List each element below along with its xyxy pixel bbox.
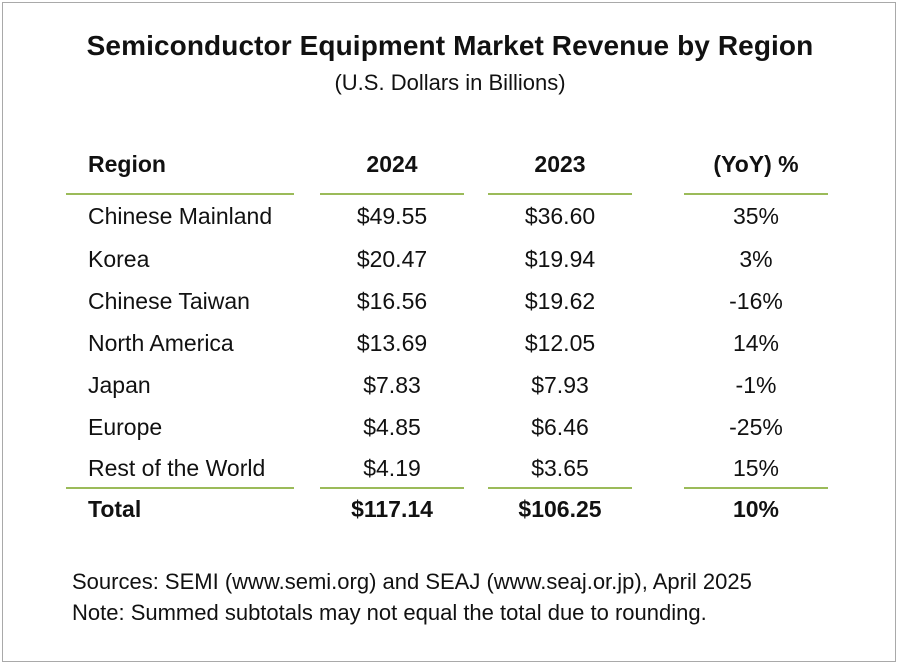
total-rule-region — [66, 487, 294, 489]
row-value-yoy: 15% — [732, 455, 780, 481]
row-value-yoy: -25% — [729, 414, 783, 440]
header-rule-2024 — [320, 193, 464, 195]
rounding-note: Note: Summed subtotals may not equal the… — [72, 600, 707, 625]
row-value-2023: $19.94 — [524, 246, 596, 272]
row-value-2024: $16.56 — [356, 288, 428, 314]
row-region: Rest of the World — [88, 455, 266, 481]
row-value-2024: $13.69 — [356, 330, 428, 356]
page-title: Semiconductor Equipment Market Revenue b… — [86, 30, 814, 61]
row-value-2024: $20.47 — [356, 246, 428, 272]
row-value-2023: $3.65 — [531, 455, 589, 481]
total-rule-yoy — [684, 487, 828, 489]
row-value-2023: $7.93 — [531, 372, 589, 398]
row-value-2024: $4.85 — [363, 414, 421, 440]
total-label: Total — [88, 496, 142, 522]
sources-note: Sources: SEMI (www.semi.org) and SEAJ (w… — [72, 569, 752, 594]
row-region: Europe — [88, 414, 163, 440]
row-value-2023: $12.05 — [524, 330, 596, 356]
row-value-2024: $49.55 — [356, 203, 428, 229]
total-value-yoy: 10% — [732, 496, 780, 522]
total-value-2024: $117.14 — [351, 496, 433, 522]
total-rule-2023 — [488, 487, 632, 489]
column-header-yoy: (YoY) % — [713, 151, 799, 177]
row-region: Japan — [88, 372, 151, 398]
row-value-2023: $6.46 — [531, 414, 589, 440]
row-value-yoy: 3% — [739, 246, 773, 272]
header-rule-region — [66, 193, 294, 195]
row-value-2023: $36.60 — [524, 203, 596, 229]
row-value-yoy: -16% — [729, 288, 783, 314]
row-value-2024: $4.19 — [363, 455, 421, 481]
row-value-2024: $7.83 — [363, 372, 421, 398]
row-value-yoy: 14% — [732, 330, 780, 356]
row-value-yoy: 35% — [732, 203, 780, 229]
row-region: Chinese Taiwan — [88, 288, 250, 314]
total-rule-2024 — [320, 487, 464, 489]
row-region: Chinese Mainland — [88, 203, 273, 229]
row-value-2023: $19.62 — [524, 288, 596, 314]
row-region: Korea — [88, 246, 150, 272]
header-rule-yoy — [684, 193, 828, 195]
row-region: North America — [88, 330, 234, 356]
header-rule-2023 — [488, 193, 632, 195]
column-header-region: Region — [88, 151, 166, 177]
column-header-2024: 2024 — [366, 151, 418, 177]
column-header-2023: 2023 — [534, 151, 586, 177]
row-value-yoy: -1% — [735, 372, 777, 398]
page-subtitle: (U.S. Dollars in Billions) — [334, 70, 566, 95]
total-value-2023: $106.25 — [518, 496, 602, 522]
